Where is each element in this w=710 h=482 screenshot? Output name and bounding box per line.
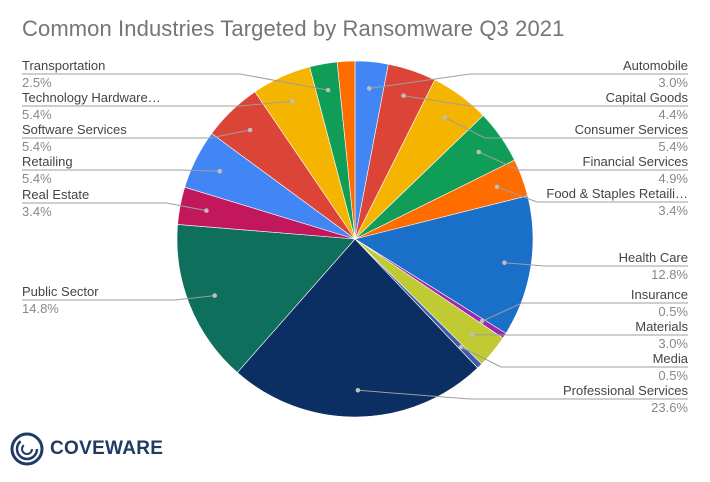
slice-value-label: 5.4%: [22, 139, 52, 154]
leader-line: [403, 95, 688, 107]
leader-dot: [442, 114, 448, 120]
leader-dot: [290, 99, 295, 104]
slice-value-label: 3.0%: [658, 336, 688, 351]
leader-dot: [458, 344, 464, 350]
leader-line: [22, 169, 220, 172]
leader-dot: [502, 260, 507, 266]
leader-line: [22, 100, 293, 107]
leader-dot: [247, 127, 253, 133]
leader-line: [444, 116, 688, 139]
leader-line: [22, 202, 207, 212]
leader-dot: [401, 93, 406, 98]
slice-label: Transportation: [22, 58, 105, 73]
leader-line: [478, 151, 688, 171]
slice-value-label: 5.4%: [22, 171, 52, 186]
leader-dot: [479, 319, 485, 324]
leader-line: [22, 295, 215, 301]
leader-dot: [325, 87, 331, 93]
slice-value-label: 4.9%: [658, 171, 688, 186]
slice-value-label: 3.4%: [658, 203, 688, 218]
leader-line: [369, 73, 688, 89]
slice-label: Food & Staples Retaili…: [546, 186, 688, 201]
slice-value-label: 0.5%: [658, 304, 688, 319]
slice-label: Professional Services: [563, 383, 688, 398]
slice-label: Insurance: [631, 287, 688, 302]
leader-dot: [366, 86, 372, 91]
leader-dot: [476, 149, 482, 155]
slice-value-label: 4.4%: [658, 107, 688, 122]
slice-label: Capital Goods: [606, 90, 689, 105]
logo-text: COVEWARE: [50, 438, 164, 459]
coveware-logo-icon: [10, 432, 44, 466]
leader-line: [481, 302, 688, 322]
slice-label: Retailing: [22, 154, 73, 169]
slice-value-label: 3.0%: [658, 75, 688, 90]
slice-label: Materials: [635, 319, 688, 334]
slice-value-label: 14.8%: [22, 301, 59, 316]
leader-line: [504, 262, 688, 267]
pie-slice-health-care: [354, 195, 534, 334]
slice-label: Health Care: [619, 250, 688, 265]
leader-line: [496, 186, 688, 203]
slice-label: Media: [653, 351, 689, 366]
leader-dot: [494, 184, 500, 190]
leader-dot: [469, 332, 475, 338]
slice-value-label: 5.4%: [658, 139, 688, 154]
chart-title: Common Industries Targeted by Ransomware…: [22, 16, 565, 41]
leader-dot: [217, 168, 223, 174]
pie-slice-public-sector: [176, 224, 356, 373]
leader-dot: [212, 293, 217, 298]
slice-label: Consumer Services: [575, 122, 689, 137]
slice-value-label: 2.5%: [22, 75, 52, 90]
leader-dot: [204, 208, 209, 213]
slice-label: Automobile: [623, 58, 688, 73]
leader-dot: [355, 388, 361, 393]
slice-value-label: 12.8%: [651, 267, 688, 282]
slice-label: Software Services: [22, 122, 127, 137]
slice-label: Technology Hardware…: [22, 90, 161, 105]
slice-value-label: 5.4%: [22, 107, 52, 122]
pie-slice-unlabeled: [336, 60, 356, 240]
leader-line: [22, 129, 251, 139]
slice-label: Real Estate: [22, 187, 89, 202]
slice-value-label: 23.6%: [651, 400, 688, 415]
leader-line: [22, 73, 329, 91]
slice-label: Public Sector: [22, 284, 99, 299]
leader-line: [460, 346, 688, 368]
slice-value-label: 0.5%: [658, 368, 688, 383]
pie-slice-professional-services: [236, 238, 479, 418]
coveware-logo: COVEWARE: [10, 432, 163, 466]
slice-value-label: 3.4%: [22, 204, 52, 219]
slice-label: Financial Services: [583, 154, 689, 169]
leader-line: [357, 389, 688, 400]
